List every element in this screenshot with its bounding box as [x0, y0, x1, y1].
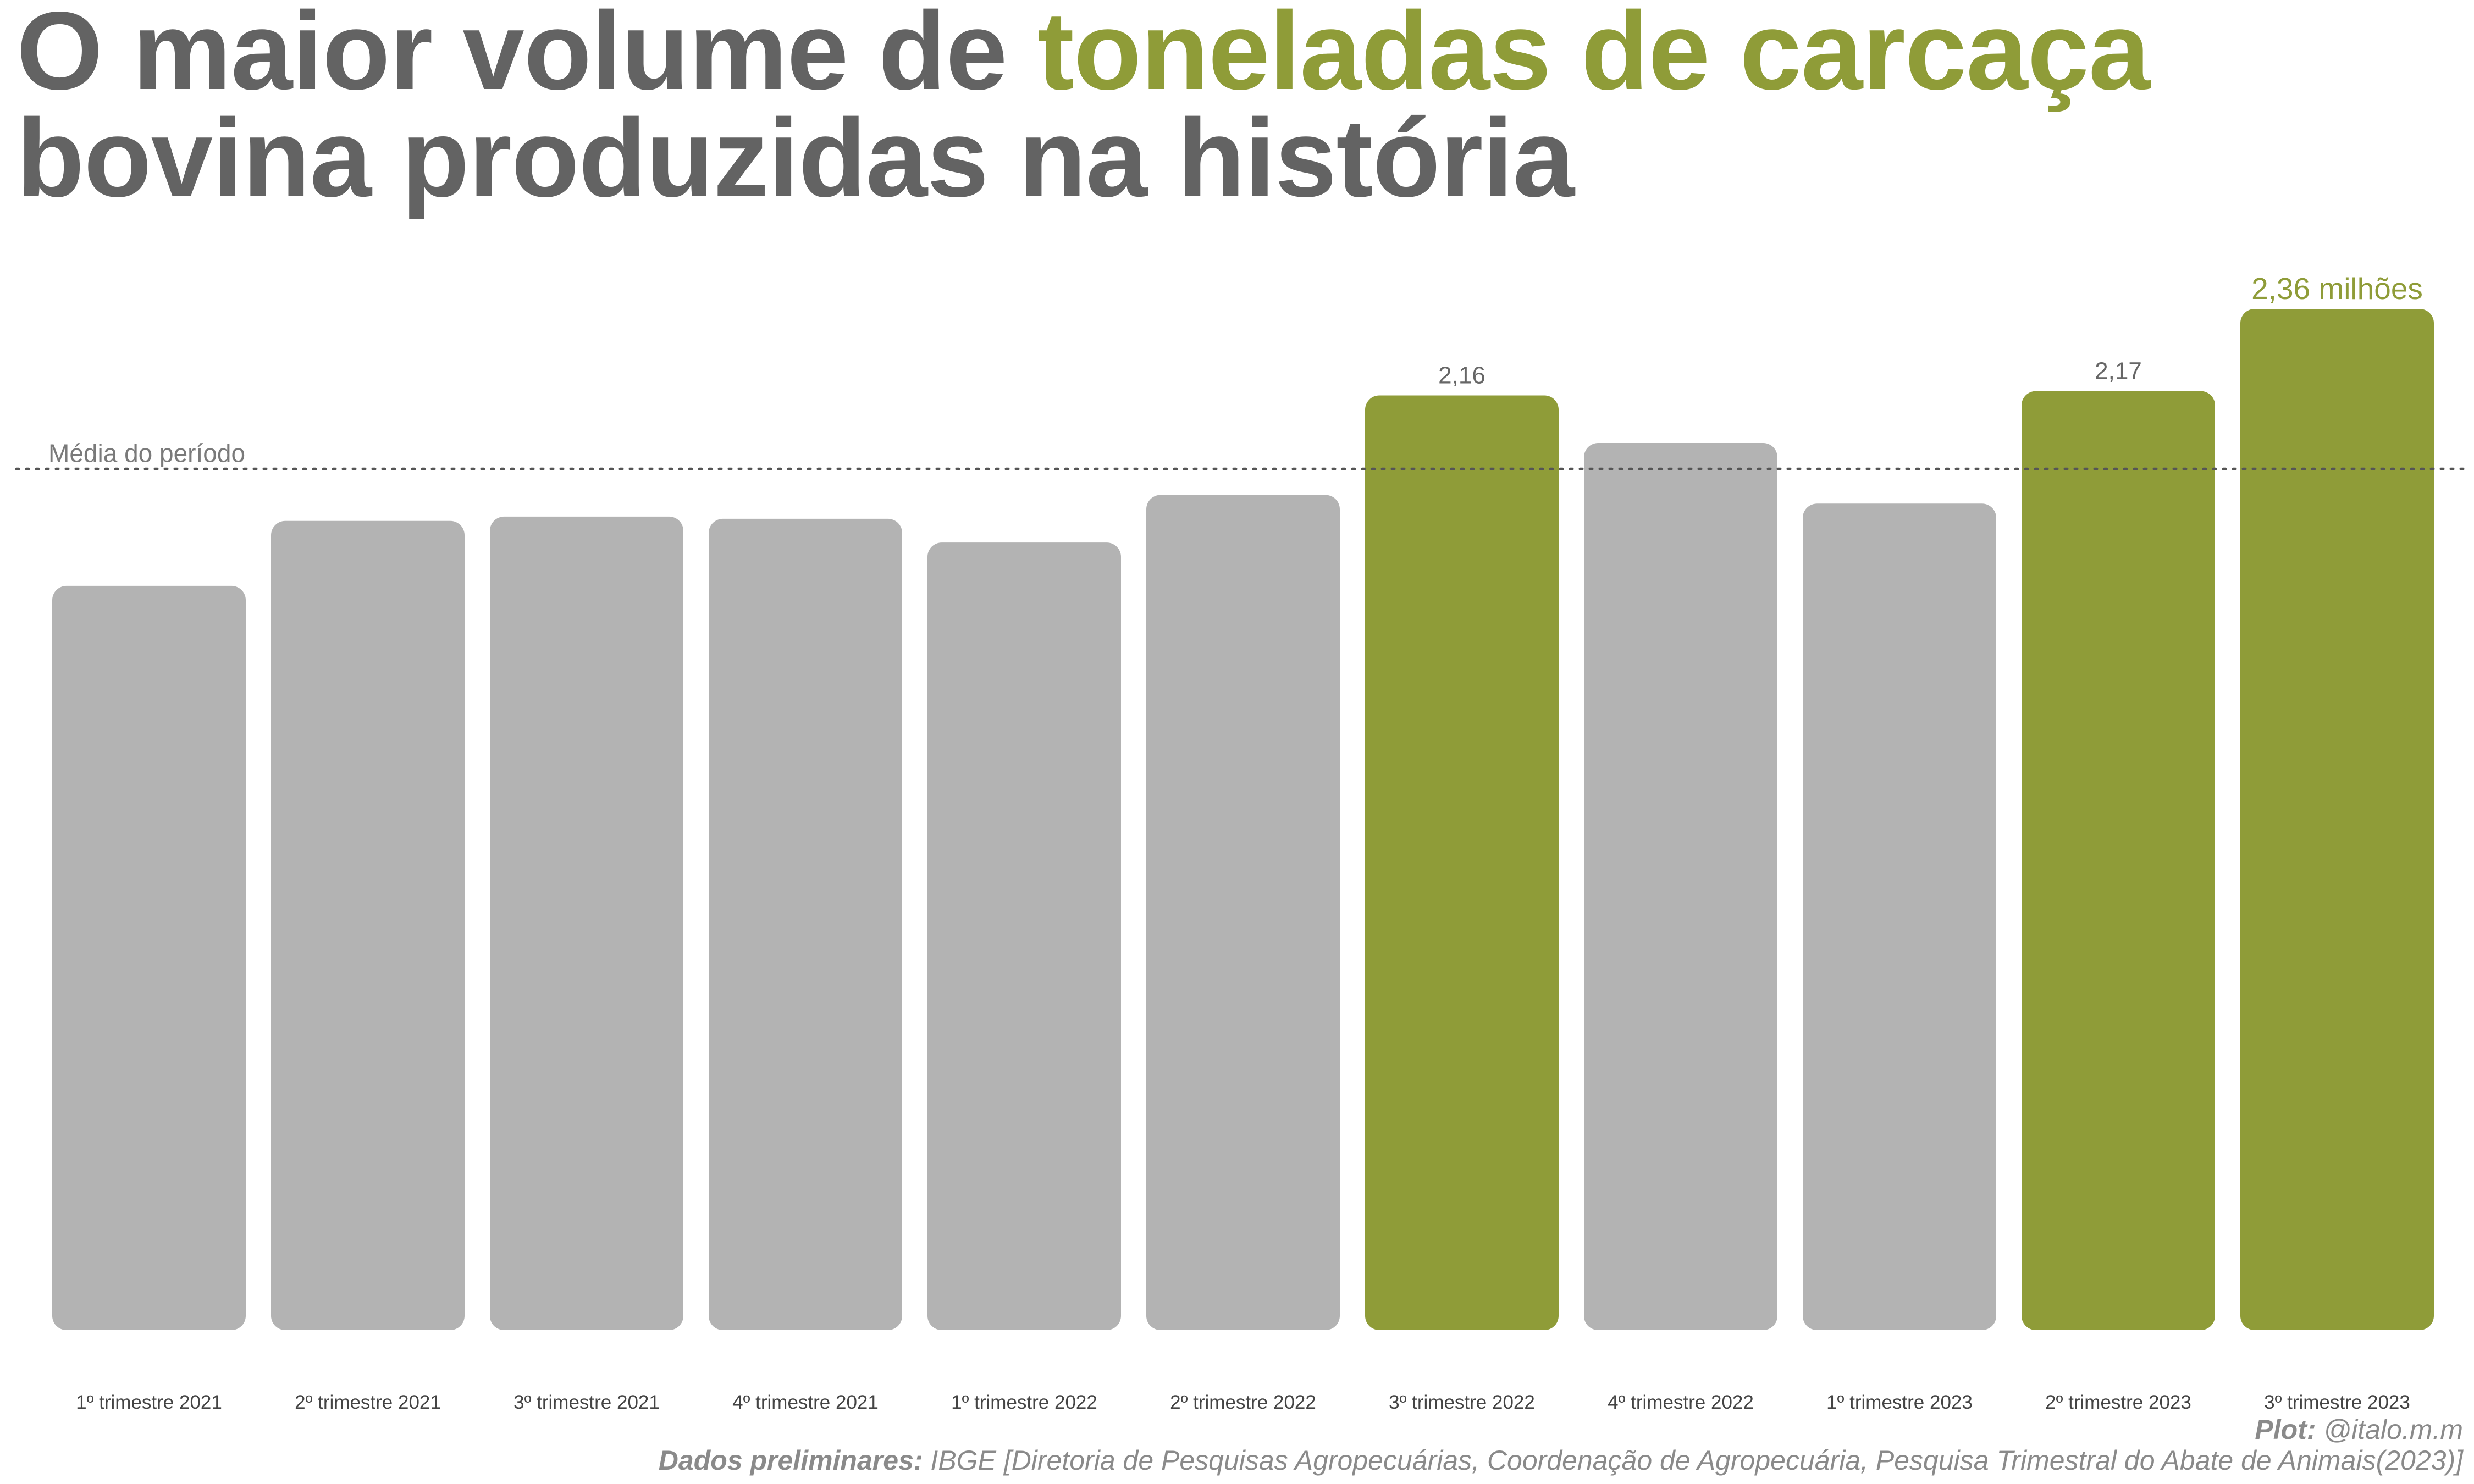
bar-3: [490, 516, 683, 1330]
x-tick-label-4: 4º trimestre 2021: [732, 1392, 879, 1413]
bar-2: [271, 520, 465, 1330]
bar-9: [1803, 503, 1996, 1330]
x-tick-label-2: 2º trimestre 2021: [295, 1392, 441, 1413]
data-label-10: 2,17: [2095, 358, 2142, 385]
bar-6: [1146, 495, 1340, 1330]
bar-10: [2022, 391, 2215, 1330]
x-tick-label-5: 1º trimestre 2022: [951, 1392, 1097, 1413]
x-tick-label-9: 1º trimestre 2023: [1826, 1392, 1973, 1413]
data-labels-group: 2,16 2,17 2,36 milhões: [1438, 272, 2423, 389]
x-tick-label-3: 3º trimestre 2021: [513, 1392, 660, 1413]
data-label-7: 2,16: [1438, 362, 1485, 389]
plot-credit-label: Plot:: [2255, 1414, 2316, 1445]
title-part1: O maior volume de: [16, 0, 1037, 113]
x-tick-label-7: 3º trimestre 2022: [1389, 1392, 1535, 1413]
tick-labels-group: 1º trimestre 2021 2º trimestre 2021 3º tri…: [76, 1392, 2410, 1413]
bar-5: [927, 542, 1121, 1330]
x-tick-label-6: 2º trimestre 2022: [1170, 1392, 1316, 1413]
plot-credit: Plot: @italo.m.m: [2255, 1414, 2463, 1446]
bar-4: [709, 518, 902, 1330]
title-highlight: toneladas de carcaça: [1037, 0, 2151, 113]
reference-line-group: Média do período: [15, 439, 2465, 470]
bar-7: [1365, 395, 1559, 1330]
plot-credit-value: @italo.m.m: [2323, 1414, 2463, 1445]
data-source-label: Dados preliminares:: [658, 1445, 923, 1476]
x-tick-label-11: 3º trimestre 2023: [2264, 1392, 2410, 1413]
reference-line-label: Média do período: [48, 439, 245, 467]
data-source: Dados preliminares: IBGE [Diretoria de P…: [659, 1444, 2463, 1476]
data-source-value: IBGE [Diretoria de Pesquisas Agropecuári…: [930, 1445, 2463, 1476]
bar-1: [52, 585, 246, 1330]
title-line2: bovina produzidas na história: [16, 96, 1575, 220]
bar-8: [1584, 443, 1777, 1330]
x-tick-label-10: 2º trimestre 2023: [2045, 1392, 2191, 1413]
x-tick-label-1: 1º trimestre 2021: [76, 1392, 222, 1413]
x-tick-label-8: 4º trimestre 2022: [1608, 1392, 1754, 1413]
bars-group: [52, 309, 2434, 1330]
data-label-11: 2,36 milhões: [2251, 272, 2423, 306]
bar-11: [2240, 309, 2434, 1330]
chart-title: O maior volume de toneladas de carcaça b…: [16, 0, 2436, 213]
